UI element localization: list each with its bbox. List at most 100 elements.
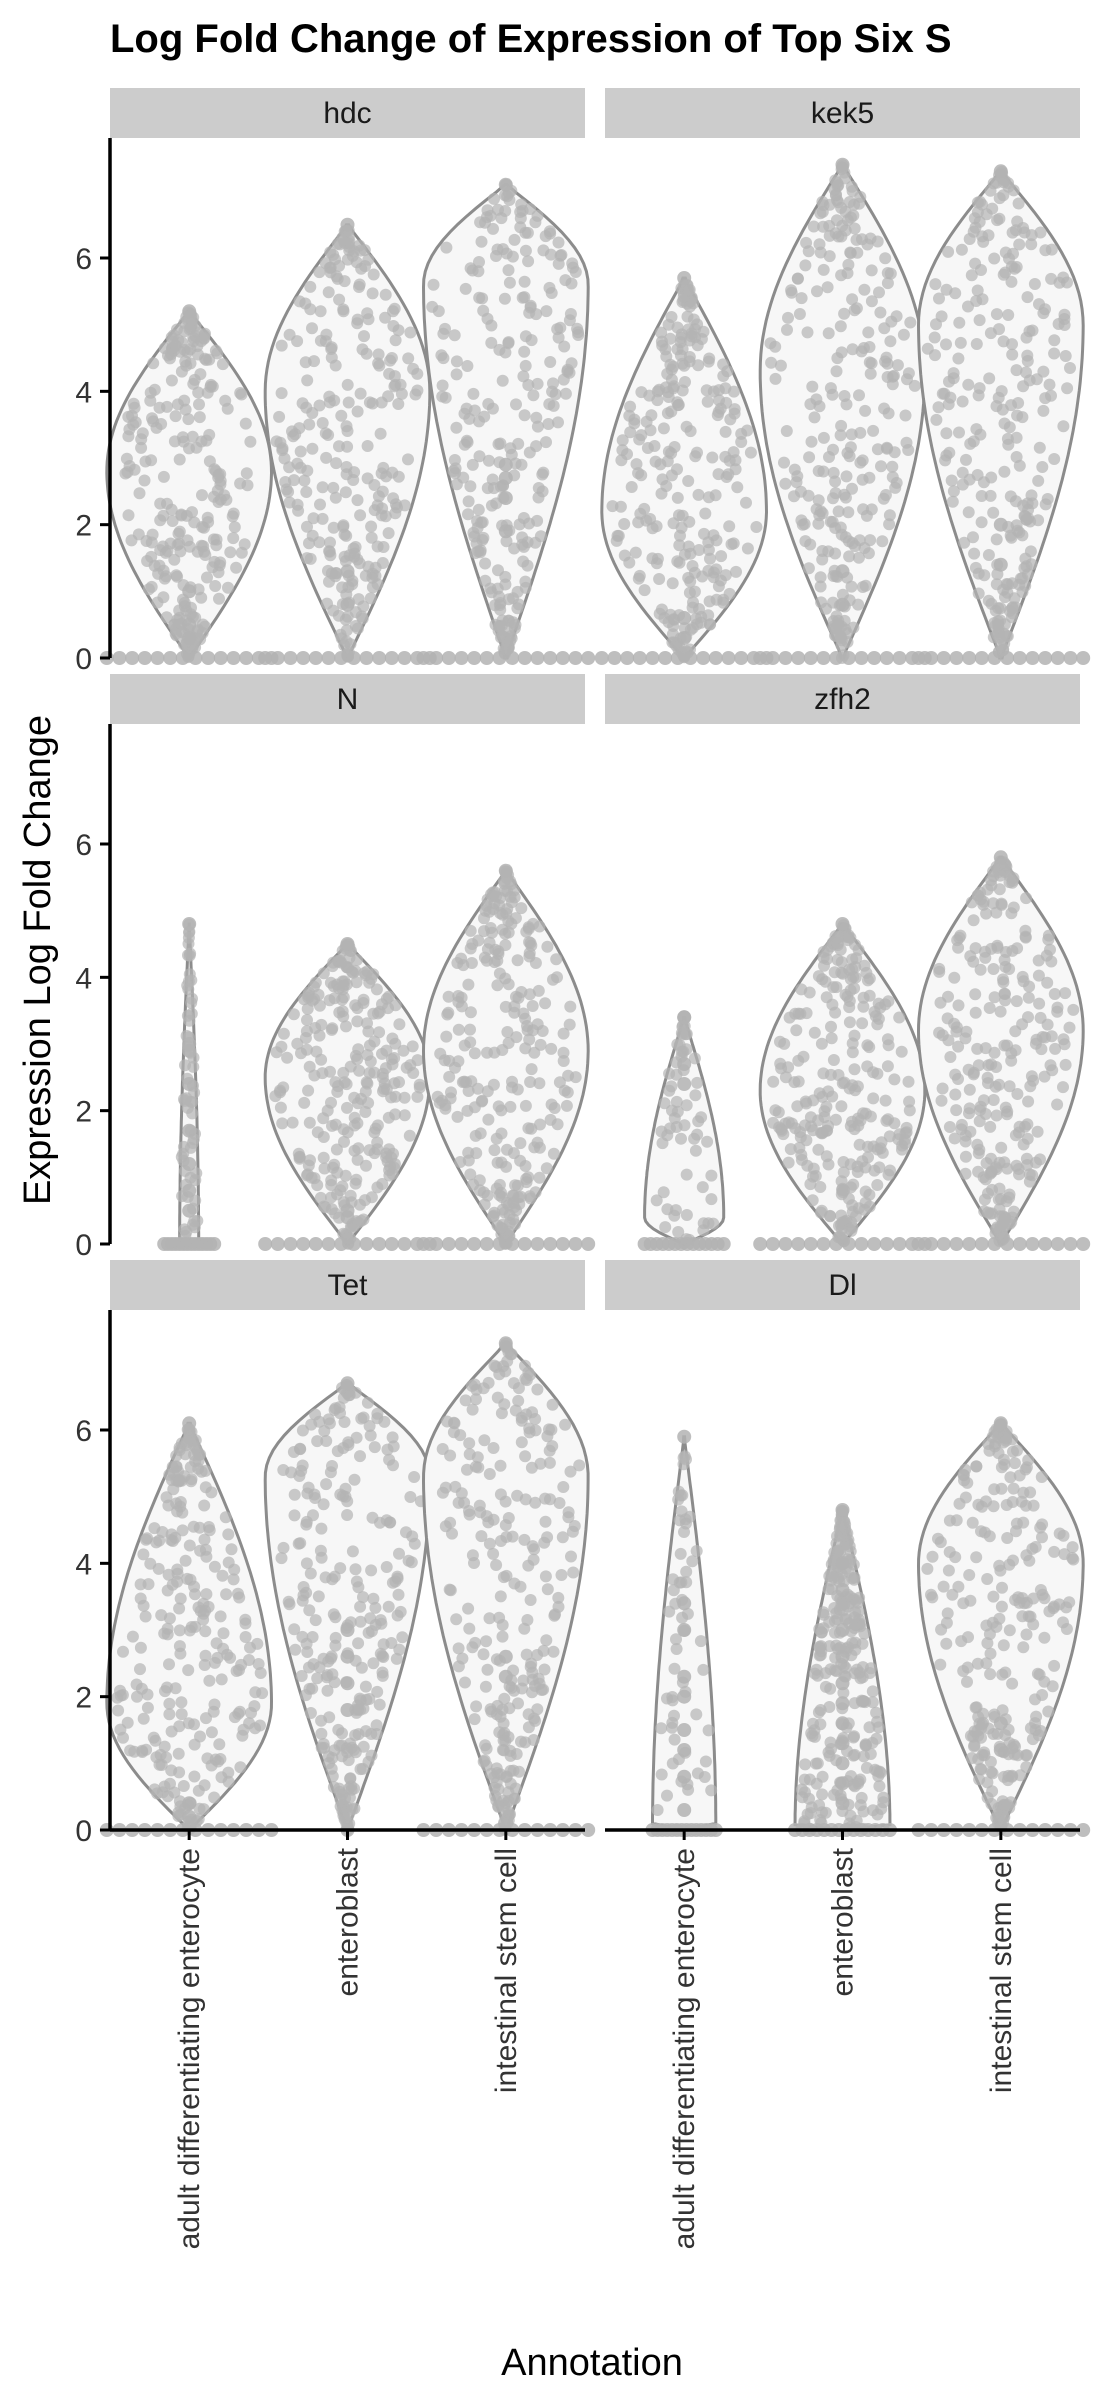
data-point	[843, 196, 856, 208]
data-point	[883, 1130, 896, 1143]
data-point	[707, 566, 720, 579]
data-point	[301, 1002, 314, 1015]
data-point	[487, 1442, 500, 1454]
data-point	[963, 1569, 976, 1581]
data-point	[1048, 988, 1061, 1000]
data-point	[963, 1083, 976, 1096]
data-point	[516, 1682, 528, 1695]
data-point	[668, 1662, 681, 1675]
data-point	[1010, 1525, 1022, 1538]
data-point	[499, 189, 511, 202]
data-point	[1042, 1705, 1055, 1718]
data-point	[408, 1537, 421, 1550]
data-point	[897, 328, 910, 341]
data-point	[801, 1808, 814, 1821]
data-point	[308, 1237, 323, 1251]
data-point	[903, 1104, 916, 1117]
x-tick-label: enteroblast	[332, 1847, 365, 1996]
data-point	[374, 427, 387, 440]
data-point	[984, 1668, 997, 1681]
data-point	[184, 1171, 197, 1184]
data-point	[338, 1135, 350, 1148]
data-point	[707, 1217, 720, 1230]
data-point	[964, 437, 977, 450]
data-point	[993, 1716, 1008, 1731]
facet-label: Tet	[327, 1269, 368, 1302]
data-point	[318, 1425, 331, 1437]
data-point	[509, 457, 522, 470]
data-point	[803, 1237, 818, 1251]
data-point	[831, 176, 843, 189]
data-point	[835, 1524, 848, 1537]
data-point	[978, 1193, 991, 1206]
data-point	[947, 367, 960, 380]
data-point	[987, 631, 1000, 644]
data-point	[1021, 291, 1034, 304]
data-point	[341, 1101, 353, 1114]
data-point	[512, 437, 525, 450]
data-point	[993, 1612, 1006, 1625]
data-point	[632, 651, 647, 665]
data-point	[507, 1764, 520, 1777]
data-point	[474, 1127, 487, 1140]
data-point	[1048, 1659, 1061, 1672]
data-point	[863, 1041, 876, 1054]
data-point	[498, 1692, 511, 1705]
data-point	[984, 489, 997, 502]
data-point	[566, 257, 579, 270]
data-point	[835, 157, 850, 172]
data-point	[1017, 1516, 1030, 1529]
data-point	[276, 1117, 289, 1130]
data-point	[388, 1158, 401, 1170]
data-point	[1046, 1680, 1059, 1693]
data-point	[505, 1237, 520, 1251]
data-point	[483, 936, 496, 949]
data-point	[486, 886, 499, 899]
data-point	[388, 380, 401, 393]
data-point	[439, 1481, 452, 1494]
data-point	[357, 1740, 370, 1753]
data-point	[329, 1611, 342, 1624]
data-point	[555, 1569, 568, 1581]
data-point	[339, 486, 352, 499]
data-point	[921, 1562, 934, 1575]
data-point	[316, 417, 329, 429]
x-tick-label: enteroblast	[827, 1847, 860, 1996]
data-point	[372, 1007, 384, 1020]
data-point	[552, 1591, 565, 1604]
data-point	[802, 245, 815, 258]
data-point	[314, 498, 326, 511]
data-point	[475, 235, 488, 248]
data-point	[814, 571, 827, 584]
data-point	[1049, 1042, 1062, 1055]
data-point	[971, 284, 984, 297]
data-point	[671, 321, 684, 334]
data-point	[982, 549, 995, 561]
data-point	[183, 1539, 196, 1552]
data-point	[527, 1734, 540, 1746]
data-point	[309, 1022, 322, 1034]
data-point	[182, 931, 195, 944]
data-point	[531, 377, 544, 390]
data-point	[1060, 1601, 1073, 1614]
data-point	[364, 592, 377, 605]
data-point	[879, 489, 892, 501]
data-point	[572, 329, 585, 341]
data-point	[324, 549, 337, 562]
chart-title: Log Fold Change of Expression of Top Six…	[110, 17, 952, 61]
data-point	[296, 1424, 309, 1437]
facet-label: kek5	[811, 97, 874, 130]
data-point	[495, 212, 508, 225]
data-point	[532, 482, 545, 494]
data-point	[499, 939, 512, 952]
data-point	[817, 263, 830, 276]
data-point	[814, 1181, 827, 1193]
data-point	[510, 990, 522, 1003]
data-point	[459, 282, 472, 295]
data-point	[282, 485, 295, 498]
data-point	[955, 243, 968, 256]
data-point	[705, 1169, 718, 1182]
data-point	[183, 968, 196, 981]
data-point	[666, 577, 679, 590]
data-point	[835, 1175, 848, 1188]
